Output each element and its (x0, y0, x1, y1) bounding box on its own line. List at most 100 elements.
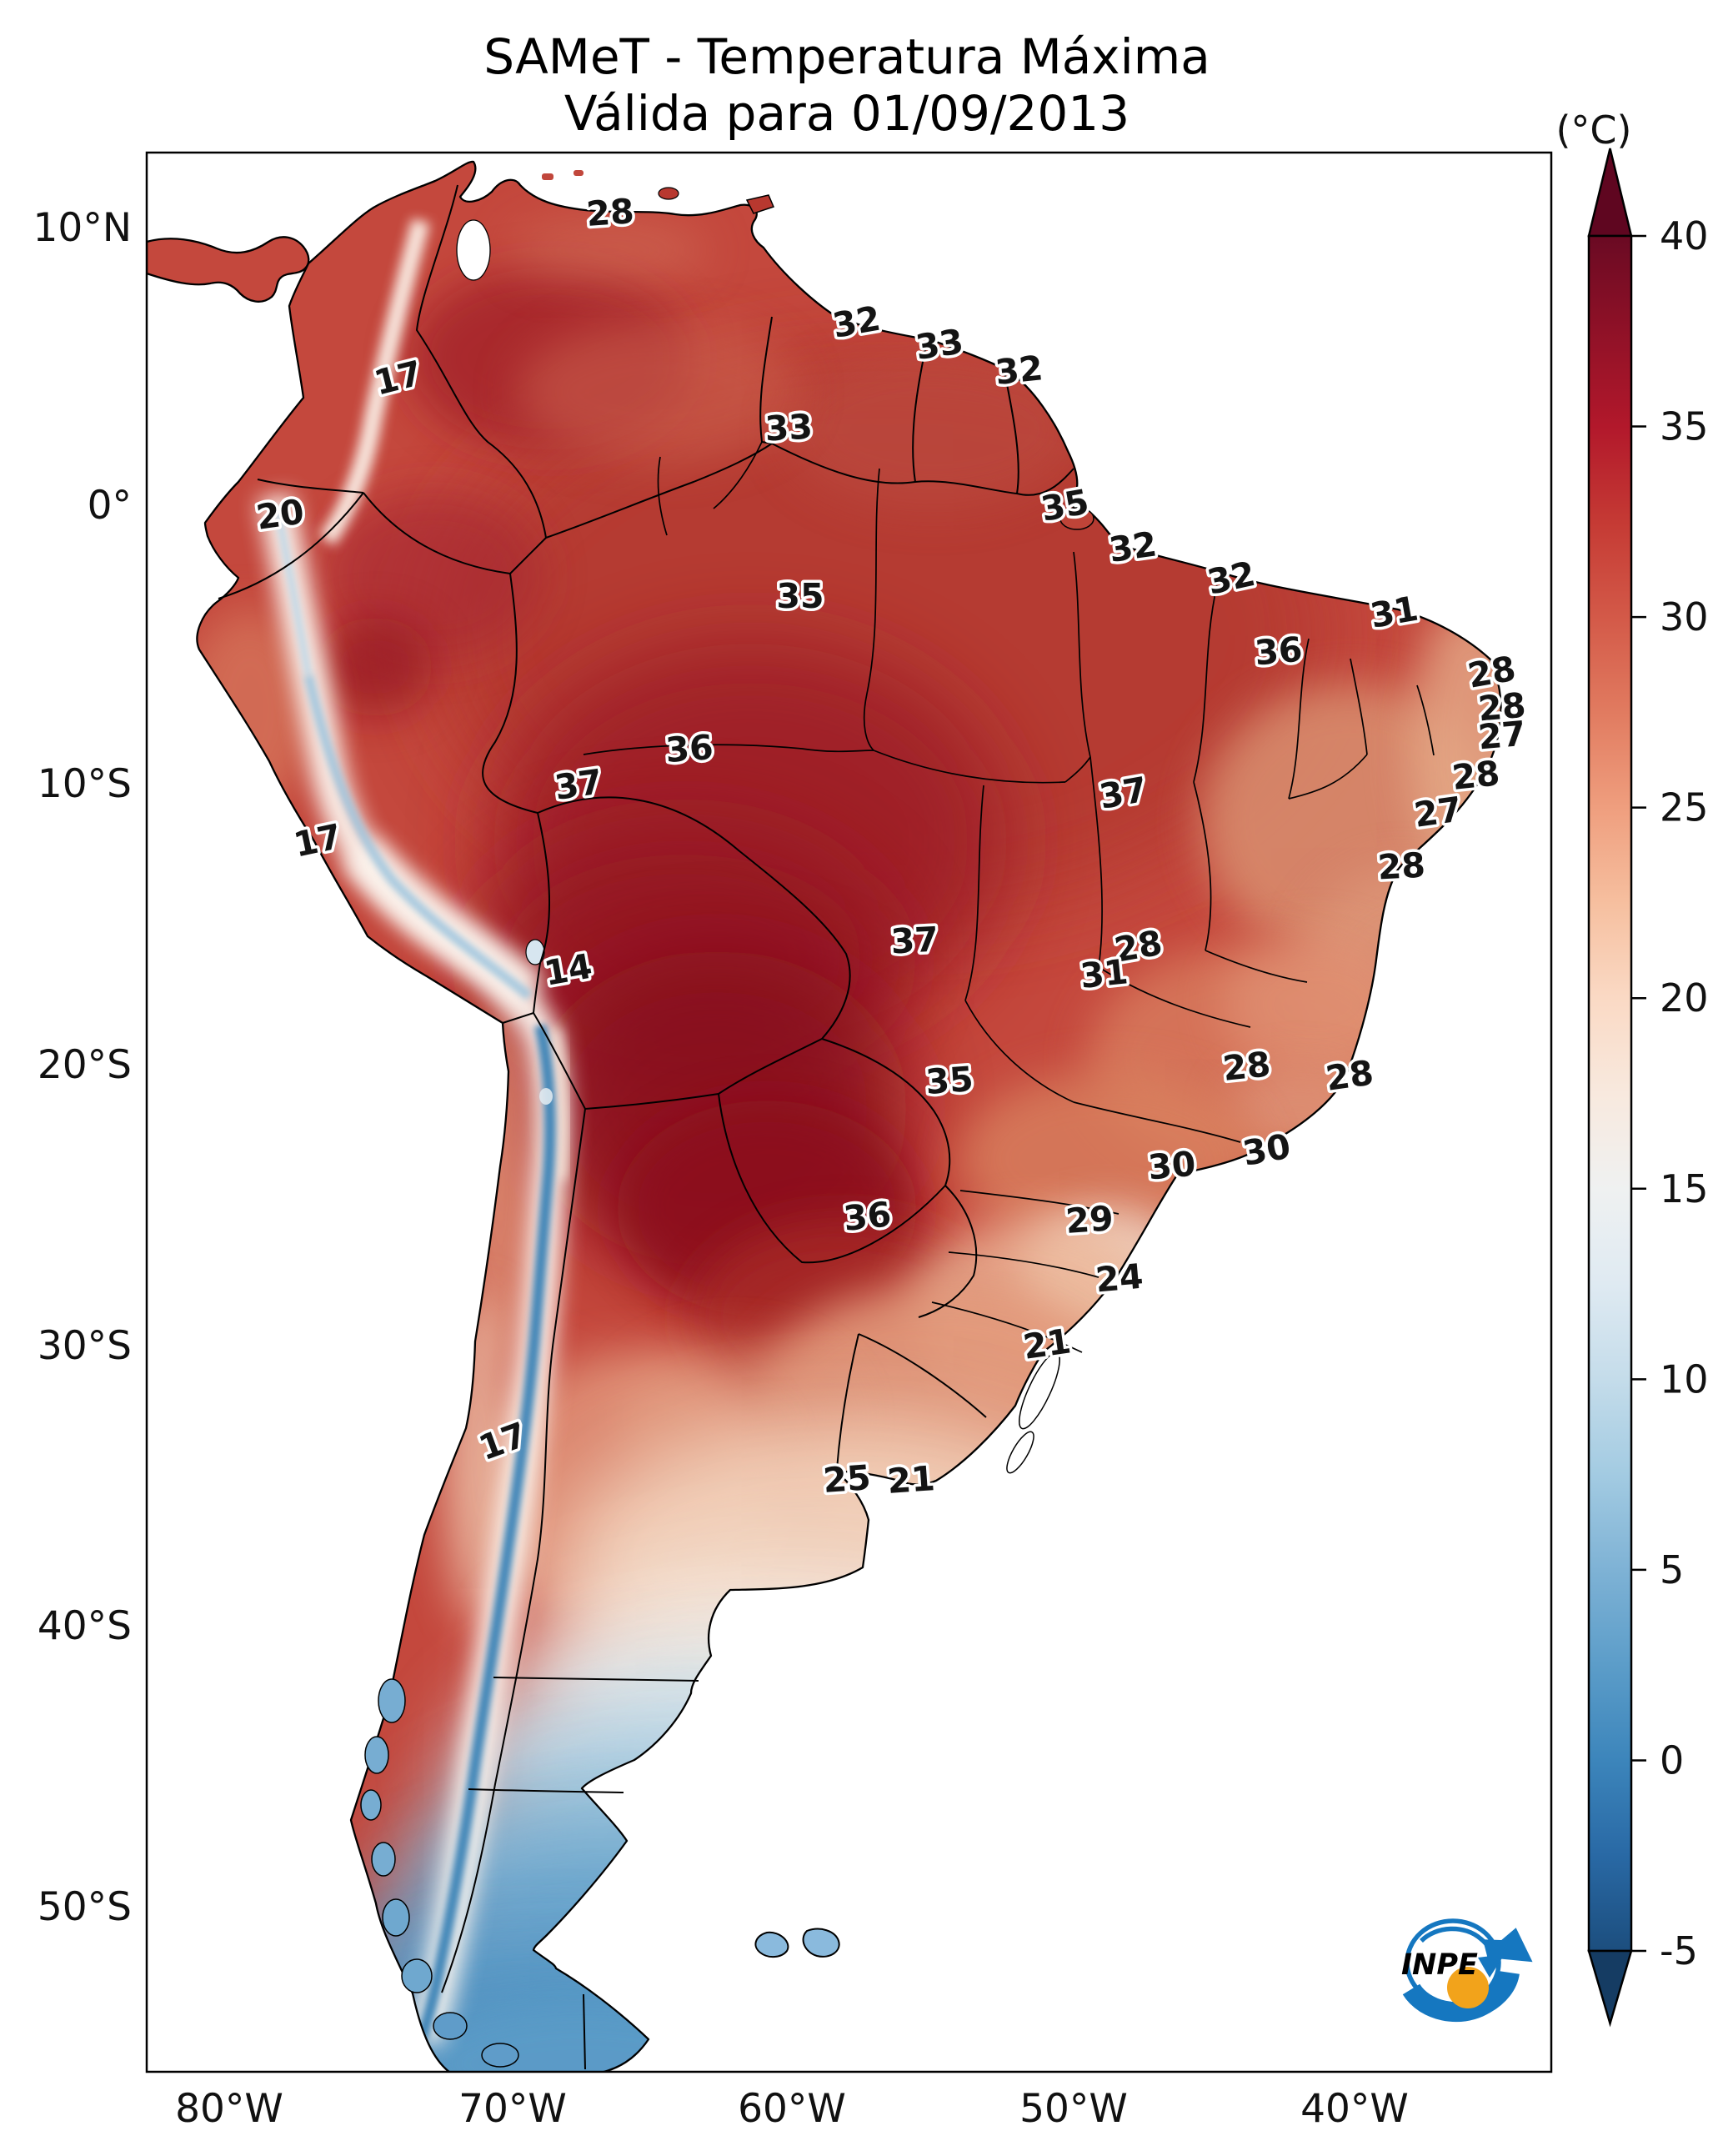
temp-value-label: 28 (1323, 1052, 1375, 1098)
lat-tick-label: 30°S (38, 1323, 132, 1369)
border-brazil-north (771, 443, 1074, 496)
island-trinidad (745, 194, 775, 214)
temp-value-label: 21 (1020, 1321, 1073, 1366)
state-borders (583, 441, 1435, 1353)
state-border (583, 744, 874, 755)
shading-blob (517, 321, 800, 463)
figure-subtitle: Válida para 01/09/2013 (564, 85, 1129, 142)
colorbar-tick-label: -5 (1660, 1928, 1698, 1973)
island-falkland-west (754, 1931, 789, 1958)
island-marajo (1059, 507, 1094, 530)
temp-value-label: 32 (1106, 524, 1159, 569)
andes-white-band (548, 1028, 570, 1181)
andes-white-band (319, 218, 430, 546)
border-bolivia-brazil (537, 796, 851, 1040)
border-suriname-guiana (1004, 371, 1019, 494)
border-uruguay-brazil (858, 1333, 987, 1418)
shading-blob (1409, 600, 1501, 892)
salar-patch (539, 1088, 553, 1105)
shading-blob (325, 492, 542, 659)
colorbar-tick-label: 10 (1660, 1356, 1709, 1401)
andes-blue-core (303, 674, 533, 1000)
lat-tick-label: 50°S (38, 1884, 132, 1930)
island-margarita (658, 187, 679, 200)
inpe-swoosh (1402, 1970, 1520, 2023)
latitude-axis: 10°N 0° 10°S 20°S 30°S 40°S 50°S (33, 205, 132, 1930)
state-border (1064, 551, 1091, 783)
temp-value-label: 37 (1096, 770, 1150, 817)
border-colombia-peru (363, 492, 511, 574)
temp-value-label: 28 (1111, 923, 1165, 970)
border-colombia-venezuela (416, 184, 547, 539)
temp-value-label: 27 (1411, 789, 1464, 835)
inpe-orange-dot-icon (1447, 1967, 1489, 2008)
island-fjord (433, 2012, 468, 2040)
temp-value-label: 28 (585, 191, 635, 234)
state-border (964, 785, 984, 1001)
shading-blob (508, 217, 709, 283)
island-fjord (481, 2043, 519, 2068)
state-border (1288, 638, 1310, 800)
border-paraguay-brazil (821, 1038, 951, 1186)
figure-title: SAMeT - Temperatura Máxima (483, 28, 1210, 85)
temp-value-label: 21 (886, 1458, 936, 1502)
temp-value-label: 27 (1476, 714, 1527, 758)
temp-value-label: 25 (822, 1457, 872, 1501)
border-guyana-suriname (912, 341, 928, 483)
country-borders (218, 184, 1074, 2070)
lagoa-mirim (1006, 1431, 1034, 1474)
lake-maracaibo (456, 219, 491, 281)
state-border (863, 468, 880, 751)
colorbar-tick-label: 15 (1660, 1166, 1709, 1211)
colorbar-tick-label: 35 (1660, 404, 1709, 449)
border-tierra-del-fuego (583, 1993, 586, 2070)
colorbar-unit-label: (°C) (1555, 108, 1631, 153)
state-border (959, 1190, 1119, 1215)
temp-value-label: 37 (890, 920, 939, 962)
colorbar-tick-label: 0 (1660, 1737, 1684, 1782)
lon-tick-label: 70°W (458, 2086, 567, 2132)
border-ecuador-peru (218, 492, 364, 599)
inpe-logo: INPE (1401, 1918, 1533, 2023)
colorbar-tick-label: 25 (1660, 785, 1709, 830)
map-frame (145, 151, 1553, 2073)
temp-value-label: 33 (913, 321, 965, 367)
state-border (1098, 966, 1251, 1028)
temp-value-label: 35 (1038, 482, 1092, 529)
island-curacao (542, 173, 553, 180)
temp-value-label: 35 (776, 576, 824, 616)
state-border (1288, 754, 1368, 800)
border-argentina-brazil (918, 1185, 978, 1318)
temp-value-label: 20 (253, 491, 306, 537)
border-peru-chile (502, 1012, 534, 1024)
temp-value-label: 28 (1221, 1044, 1273, 1089)
lon-tick-label: 60°W (738, 2086, 846, 2132)
longitude-axis: 80°W 70°W 60°W 50°W 40°W (175, 2086, 1409, 2132)
temp-value-label: 32 (829, 298, 884, 346)
border-province (493, 1677, 699, 1682)
border-chile-bolivia (533, 1012, 586, 1110)
colorbar-arrow-bottom (1587, 1949, 1633, 2028)
state-border (948, 1251, 1099, 1278)
colorbar-gradient-bar (1587, 234, 1633, 1953)
border-chile-argentina (441, 1108, 586, 1993)
central-america-landmass (147, 236, 310, 303)
island-aruba (573, 170, 584, 176)
lat-tick-label: 0° (88, 483, 132, 529)
lon-tick-label: 80°W (175, 2086, 283, 2132)
border-colombia-brazil (509, 537, 547, 574)
state-border (873, 750, 1066, 784)
island-fjord (382, 1898, 410, 1937)
andes-blue-core (273, 506, 313, 676)
border-venezuela-guyana (759, 316, 773, 444)
colorbar-tick-label: 5 (1660, 1547, 1684, 1592)
inpe-down-arrow-icon (1478, 1954, 1505, 1978)
colorbar: (°C) 40 35 30 25 20 15 10 5 0 -5 (1555, 108, 1709, 2028)
border-venezuela-brazil (545, 443, 773, 539)
temp-value-label: 37 (552, 761, 604, 807)
temp-value-label: 31 (1079, 951, 1130, 996)
state-border (931, 1301, 1083, 1353)
state-border (657, 456, 668, 536)
state-border (1350, 658, 1368, 755)
